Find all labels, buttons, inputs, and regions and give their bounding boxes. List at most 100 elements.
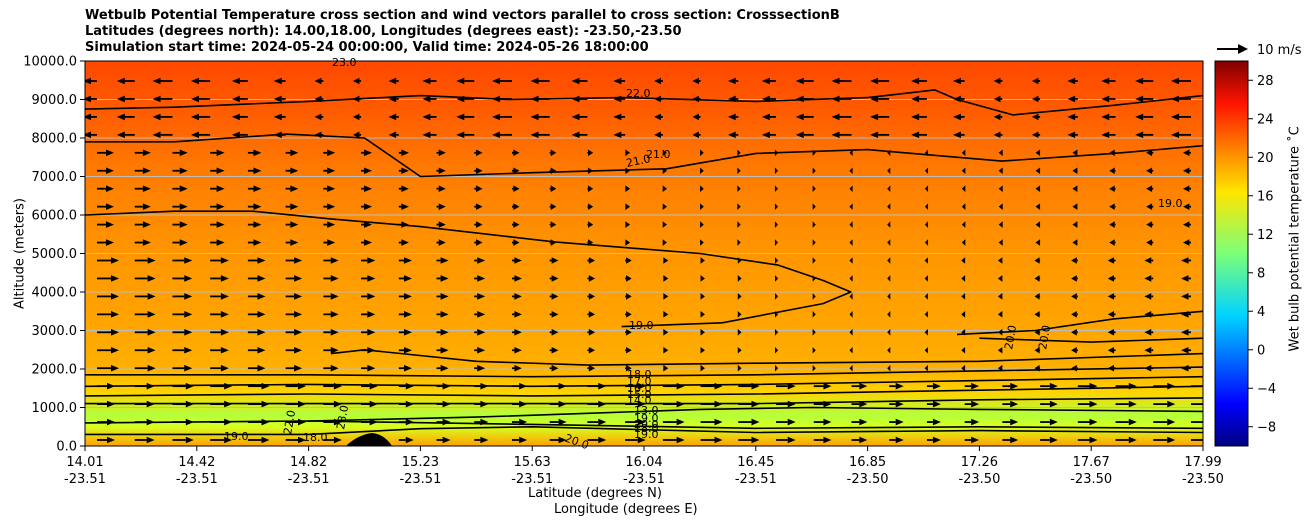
wind-vector-head [1146,185,1153,192]
wind-vector-head [111,275,119,282]
x-axis-title-longitude: Longitude (degrees E) [554,502,698,517]
x-axis-title-latitude: Latitude (degrees N) [528,486,662,501]
wind-vector-head [1067,95,1076,103]
wind-vector-head [477,257,486,264]
wind-vector-head [1146,239,1153,246]
contour-label: 14.0 [627,394,652,407]
wind-vector-head [1089,418,1098,426]
contour-line [85,366,1203,378]
wind-vector-head [1049,400,1058,408]
wind-vector-head [142,185,151,192]
wind-vector-head [924,293,928,300]
wind-vector-head [700,185,704,192]
wind-vector-head [514,311,522,318]
wind-vector-head [588,221,594,228]
wind-vector-head [257,346,266,354]
wind-vector-head [971,418,980,426]
wind-vector-head [273,113,282,121]
wind-vector-head [932,400,941,408]
wind-vector-head [290,203,299,210]
wind-vector-head [1089,382,1098,390]
wind-vector-head [1171,95,1180,103]
wind-vector-head [530,131,539,139]
x-tick-label-lat: 14.82 [290,455,327,470]
wind-vector-head [859,436,868,444]
wind-vector-head [1072,221,1078,228]
wind-vector-head [812,311,816,318]
wind-vector-head [298,400,307,408]
wind-vector-head [971,382,980,390]
wind-vector-head [737,221,741,228]
wind-vector-head [550,185,557,192]
wind-vector-head [224,400,233,408]
wind-vector-head [961,364,966,372]
wind-vector-head [692,95,699,103]
wind-vector-head [442,436,451,444]
wind-vector-head [1183,239,1190,246]
wind-vector-head [1144,311,1152,318]
wind-vector-head [961,346,966,354]
wind-vector-head [571,131,580,139]
wind-vector-head [290,185,299,192]
wind-vector-head [662,221,667,228]
wind-vector-head [831,95,840,103]
wind-vector-head [637,418,646,426]
wind-vector-head [774,239,779,246]
wind-vector-head [588,329,596,336]
wind-vector-head [774,293,779,300]
wind-vector-head [261,436,270,444]
wind-vector-head [147,257,156,264]
wind-vector-head [1205,401,1213,408]
wind-vector-head [184,311,193,318]
y-tick-label: 9000.0 [32,93,78,108]
wind-vector-head [993,113,1001,121]
chart-title-line-1: Wetbulb Potential Temperature cross sect… [85,8,840,23]
x-tick-label-lon: -23.50 [1070,472,1112,487]
wind-vector-head [1049,418,1058,426]
wind-vector-head [513,149,520,157]
contour-label: 18.0 [303,431,328,444]
wind-vector-head [1072,203,1078,210]
y-tick-label: 10000.0 [23,55,77,70]
wind-vector-head [551,311,559,318]
wind-vector-head [1109,239,1115,246]
x-tick-label-lon: -23.51 [735,472,777,487]
wind-vector-head [1181,346,1189,354]
wind-vector-head [588,293,596,300]
wind-vector-head [812,293,816,300]
wind-vector-head [456,131,465,139]
wind-vector-head [823,418,832,426]
contour-label: 17.0 [627,375,652,388]
wind-vector-head [220,275,229,282]
wind-vector-head [626,257,632,264]
wind-vector-head [961,203,966,210]
wind-vector-head [997,364,1003,372]
wind-vector-head [294,329,303,336]
wind-vector-head [737,257,742,264]
contour-label: 19.0 [629,319,654,332]
wind-vector-head [146,382,155,390]
x-tick-label-lon: -23.51 [176,472,218,487]
colorbar-tick-label: 16 [1257,189,1274,204]
wind-vector-head [1109,149,1115,157]
wind-vector-head [1035,149,1041,157]
x-tick-label-lon: -23.50 [1182,472,1224,487]
wind-vector-head [369,382,378,390]
wind-vector-head [971,400,980,408]
wind-vector-head [388,95,397,103]
contour-label: 20.0 [1036,324,1053,350]
wind-vector-head [812,203,816,210]
wind-vector-head [352,95,360,103]
wind-vector-head [961,293,966,300]
wind-vector-head [1205,419,1213,426]
wind-vector-head [330,293,339,300]
wind-vector-head [961,239,966,246]
wind-vector-head [330,275,339,282]
contour-label-group: 23.0 22.0 21.0 21.0 19.0 19.0 20.0 20.0 … [224,56,1183,452]
wind-vector-head [185,382,194,390]
wind-vector-head [442,400,451,408]
wind-vector-head [971,436,980,444]
wind-vector-head [625,221,631,228]
wind-vector-head [314,113,322,121]
wind-vector-head [257,329,266,336]
